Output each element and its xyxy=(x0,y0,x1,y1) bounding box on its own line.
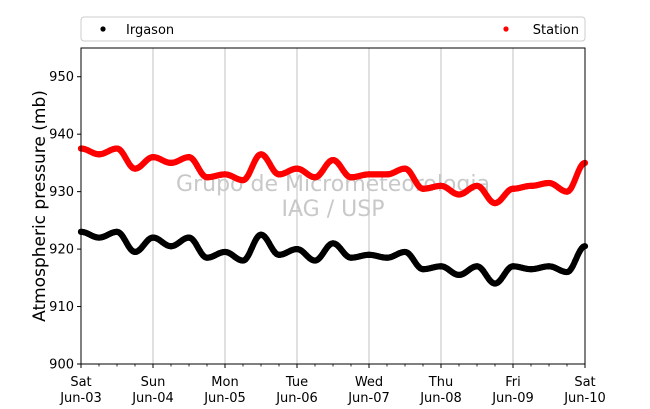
series-station-point xyxy=(185,154,193,161)
series-station-point xyxy=(275,171,283,178)
series-station-point xyxy=(527,182,535,189)
x-tick-label-date: Jun-05 xyxy=(203,391,246,406)
series-irgason-point xyxy=(545,263,553,270)
series-station-point xyxy=(257,151,265,158)
x-tick-label-day: Thu xyxy=(428,375,453,390)
series-irgason-point xyxy=(221,248,229,256)
x-tick-label-day: Sun xyxy=(141,375,166,390)
y-axis: 900 910 920 930 940 950 xyxy=(49,70,81,373)
x-tick-label-date: Jun-04 xyxy=(131,391,174,406)
series-station-point xyxy=(491,200,499,207)
series-station-point xyxy=(221,171,229,178)
legend-label-irgason: Irgason xyxy=(126,23,174,38)
series-layer xyxy=(77,145,589,287)
vertical-gridlines xyxy=(152,48,514,364)
series-irgason-point xyxy=(293,245,301,253)
x-tick-label-day: Tue xyxy=(285,375,308,390)
y-tick-label: 920 xyxy=(49,243,74,258)
series-irgason-point xyxy=(329,240,337,247)
series-station-point xyxy=(545,179,553,187)
series-station-point xyxy=(347,174,355,181)
x-tick-label-date: Jun-08 xyxy=(419,391,462,406)
x-axis: SatJun-03SunJun-04MonJun-05TueJun-06WedJ… xyxy=(59,364,606,406)
series-station-point xyxy=(365,171,373,178)
y-tick-label: 900 xyxy=(49,358,74,373)
series-station xyxy=(77,145,589,207)
series-irgason-point xyxy=(203,254,211,261)
series-station-point xyxy=(509,185,517,192)
series-irgason-point xyxy=(257,231,265,238)
series-station-point xyxy=(473,182,481,189)
series-irgason-point xyxy=(383,254,391,261)
series-irgason-point xyxy=(347,254,355,261)
series-irgason-point xyxy=(563,268,571,276)
series-irgason-point xyxy=(239,257,247,264)
watermark-line-2: IAG / USP xyxy=(282,197,385,222)
series-station-point xyxy=(311,174,319,181)
series-station-point xyxy=(419,185,427,192)
series-station-point xyxy=(455,191,463,198)
legend: Irgason Station xyxy=(80,16,586,42)
series-irgason-point xyxy=(527,266,535,273)
x-tick-label-day: Mon xyxy=(211,375,238,390)
legend-marker-irgason xyxy=(100,26,106,32)
legend-frame xyxy=(80,16,586,42)
x-tick-label-day: Fri xyxy=(505,375,521,390)
legend-label-station: Station xyxy=(533,23,579,38)
y-tick-label: 940 xyxy=(49,128,74,143)
series-irgason-point xyxy=(509,263,517,270)
series-irgason-point xyxy=(149,234,157,241)
series-irgason xyxy=(77,228,589,287)
series-irgason-point xyxy=(365,251,373,258)
legend-marker-station xyxy=(503,26,509,32)
x-tick-label-day: Wed xyxy=(355,375,383,390)
series-station-point xyxy=(329,156,337,164)
series-irgason-point xyxy=(185,234,193,241)
series-irgason-point xyxy=(491,280,499,287)
series-station-point xyxy=(239,177,247,184)
series-station-point xyxy=(113,145,121,152)
x-tick-label-date: Jun-06 xyxy=(275,391,318,406)
series-irgason-point xyxy=(419,266,427,273)
series-irgason-point xyxy=(131,248,139,256)
series-irgason-point xyxy=(437,263,445,270)
plot-area: Grupo de Micrometeorologia IAG / USP xyxy=(77,47,589,365)
y-tick-label: 950 xyxy=(49,70,74,85)
series-irgason-point xyxy=(473,263,481,270)
series-station-point xyxy=(437,182,445,189)
series-irgason-point xyxy=(311,257,319,264)
series-irgason-point xyxy=(455,271,463,279)
series-station-point xyxy=(401,165,409,172)
series-station-point xyxy=(149,154,157,161)
series-irgason-point xyxy=(95,234,103,241)
y-tick-label: 930 xyxy=(49,185,74,200)
series-station-point xyxy=(293,165,301,172)
series-station-point xyxy=(383,171,391,178)
series-station-point xyxy=(167,159,175,167)
series-station-point xyxy=(95,151,103,158)
x-tick-label-date: Jun-03 xyxy=(59,391,102,406)
plot-background xyxy=(81,48,585,364)
series-station-point xyxy=(203,174,211,181)
series-irgason-point xyxy=(167,243,175,250)
x-tick-label-date: Jun-10 xyxy=(563,391,606,406)
series-irgason-point xyxy=(113,228,121,235)
x-tick-label-date: Jun-09 xyxy=(491,391,534,406)
y-tick-label: 910 xyxy=(49,300,74,315)
x-tick-label-day: Sat xyxy=(574,375,595,390)
x-tick-label-date: Jun-07 xyxy=(347,391,390,406)
x-tick-label-day: Sat xyxy=(70,375,91,390)
series-station-point xyxy=(563,188,571,195)
series-station-point xyxy=(131,165,139,172)
series-irgason-point xyxy=(401,248,409,256)
series-irgason-point xyxy=(275,251,283,258)
y-axis-label: Atmospheric pressure (mb) xyxy=(30,90,50,322)
